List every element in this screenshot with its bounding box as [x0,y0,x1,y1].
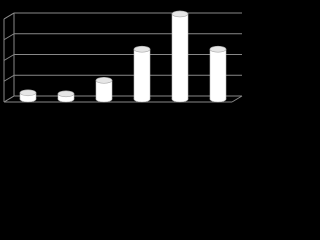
floor-edge [231,95,243,103]
bar-top [133,45,151,53]
bar-fill [96,80,112,99]
bar-top [171,10,189,18]
grid-line [3,54,15,61]
plot-area [3,10,243,103]
bar-top [209,45,227,53]
chart [0,0,247,108]
grid-line [3,33,15,41]
bar-fill [172,13,188,99]
grid-line [3,74,15,82]
grid-line [3,12,15,20]
grid-line [3,95,15,103]
bar-top [95,77,113,84]
bar-fill [134,49,150,99]
bar-top [19,89,37,97]
bar-fill [210,49,226,99]
bar-top [57,90,75,98]
